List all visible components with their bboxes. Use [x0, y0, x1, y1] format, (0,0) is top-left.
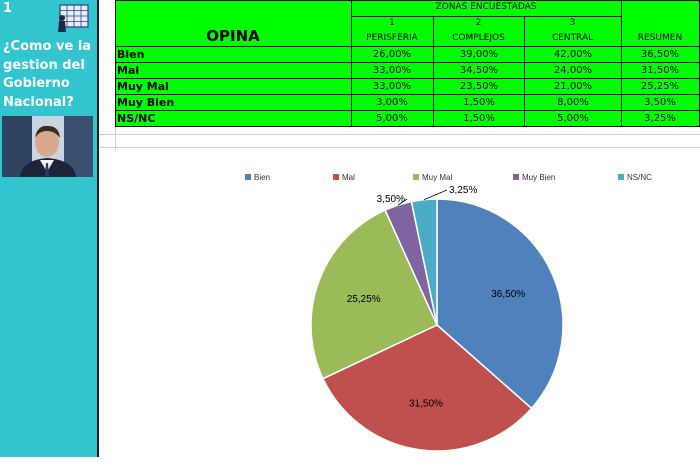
table-border: [115, 62, 700, 63]
legend-swatch: [618, 174, 624, 180]
table-cell: 3,25%: [644, 113, 676, 124]
row-label: NS/NC: [117, 112, 156, 125]
table-border: [115, 78, 700, 79]
row-label: Mal: [117, 64, 140, 77]
table-cell: 1,50%: [463, 113, 495, 124]
table-cell: 33,00%: [372, 81, 412, 92]
table-cell: 34,50%: [459, 65, 499, 76]
data-label: 3,25%: [449, 185, 477, 196]
table-cell: 8,00%: [557, 97, 589, 108]
table-cell: 23,50%: [459, 81, 499, 92]
data-label: 36,50%: [491, 289, 525, 300]
data-label: 25,25%: [347, 294, 381, 305]
table-border: [351, 16, 621, 17]
zone-number: 2: [475, 18, 482, 28]
column-header: COMPLEJOS: [452, 33, 505, 43]
column-header: CENTRAL: [551, 33, 594, 43]
zone-number: 1: [389, 18, 395, 28]
table-border: [433, 17, 434, 127]
table-border: [115, 126, 700, 127]
legend-item: Muy Bien: [513, 173, 555, 182]
pie-slice: [310, 209, 438, 380]
table-cell: 5,00%: [557, 113, 589, 124]
legend-label: Bien: [254, 173, 270, 182]
legend-swatch: [245, 174, 251, 180]
resumen-header: RESUMEN: [637, 33, 683, 43]
pie-slice: [410, 198, 438, 326]
leader-line: [397, 198, 408, 206]
zone-number: 3: [569, 18, 576, 28]
data-label: 3,50%: [377, 194, 405, 205]
pie-chart: Bien Mal Muy Mal Muy Bien NS/NC 36,50% 31,50% 2…: [108, 150, 700, 457]
table-border: [621, 0, 622, 127]
table-cell: 39,00%: [459, 49, 499, 60]
table-cell: 25,25%: [640, 81, 680, 92]
table-border: [115, 94, 700, 95]
question-line: ¿Como ve la: [3, 39, 92, 54]
question-line: Gobierno: [3, 76, 70, 91]
table-border: [351, 0, 352, 127]
table-cell: 5,00%: [376, 113, 408, 124]
zones-header: ZONAS ENCUESTADAS: [435, 2, 537, 12]
legend-label: Muy Mal: [422, 173, 452, 182]
question-text: ¿Como ve la gestion del Gobierno Naciona…: [3, 38, 95, 112]
table-cell: 31,50%: [640, 65, 680, 76]
row-label: Muy Mal: [117, 80, 169, 93]
question-line: gestion del: [3, 57, 85, 73]
leader-line: [424, 189, 448, 201]
row-label: Bien: [117, 48, 145, 61]
legend-label: Mal: [342, 173, 355, 182]
pie-chart-svg: Bien Mal Muy Mal Muy Bien NS/NC 36,50% 31,50% 2…: [245, 173, 652, 452]
table-border: [524, 17, 525, 127]
table-border: [115, 110, 700, 111]
grid-row-line: [99, 134, 700, 135]
side-panel: 1 ¿Como ve la gestion del Gobierno Nacio…: [0, 0, 97, 457]
column-header: PERISFERIA: [366, 33, 418, 43]
table-cell: 1,50%: [463, 97, 495, 108]
table-cell: 3,00%: [376, 97, 408, 108]
question-line: Nacional?: [3, 94, 74, 110]
legend-item: Mal: [333, 173, 355, 182]
pie-slice: [436, 198, 564, 410]
legend-item: Muy Mal: [413, 173, 452, 182]
calculator-icon: [58, 4, 89, 32]
table-cell: 26,00%: [372, 49, 412, 60]
row-label: Muy Bien: [117, 96, 175, 109]
portrait-photo: [2, 116, 93, 177]
table-border: [115, 46, 700, 47]
legend-swatch: [513, 174, 519, 180]
data-table: OPINA ZONAS ENCUESTADAS 1 2 3 PERISFERIA…: [115, 0, 700, 127]
pie-slice: [321, 324, 533, 452]
question-number: 1: [3, 1, 13, 16]
opina-header: OPINA: [206, 27, 260, 45]
legend-swatch: [333, 174, 339, 180]
legend-label: Muy Bien: [522, 173, 555, 182]
table-cell: 36,50%: [640, 49, 680, 60]
table-cell: 24,00%: [553, 65, 593, 76]
grid-row-line: [99, 147, 700, 148]
table-cell: 3,50%: [644, 97, 676, 108]
data-label: 31,50%: [409, 398, 443, 409]
legend-label: NS/NC: [627, 173, 652, 182]
legend-swatch: [413, 174, 419, 180]
legend-item: Bien: [245, 173, 270, 182]
table-border: [115, 0, 700, 1]
table-border: [115, 0, 116, 127]
legend-item: NS/NC: [618, 173, 652, 182]
table-cell: 42,00%: [553, 49, 593, 60]
table-cell: 33,00%: [372, 65, 412, 76]
table-cell: 21,00%: [553, 81, 593, 92]
